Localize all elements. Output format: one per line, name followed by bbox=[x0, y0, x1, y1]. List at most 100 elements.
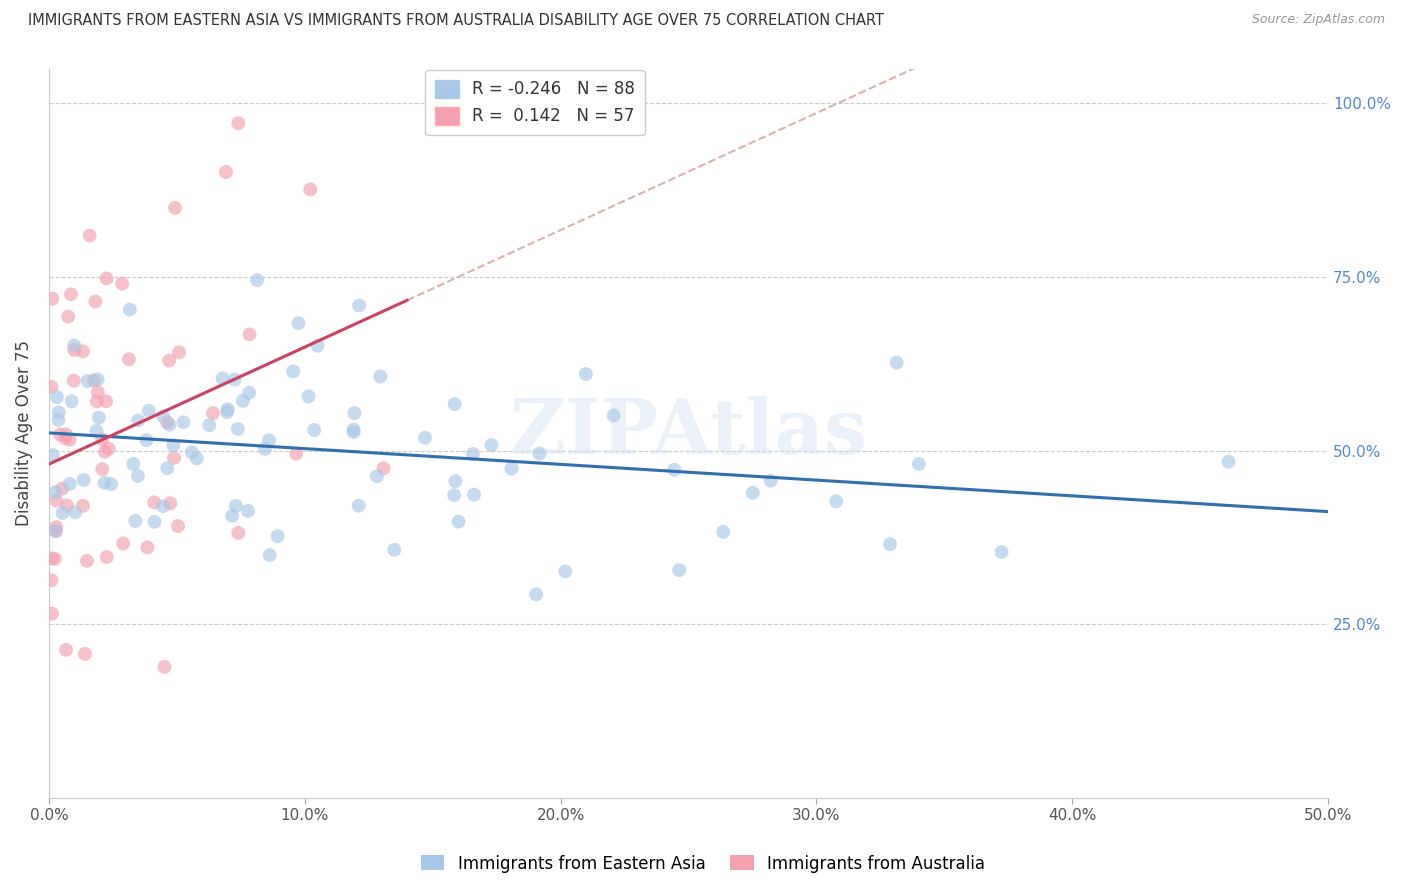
Point bbox=[668, 563, 690, 577]
Point bbox=[226, 422, 249, 436]
Point bbox=[157, 353, 180, 368]
Point bbox=[62, 374, 84, 388]
Point bbox=[575, 367, 598, 381]
Point bbox=[373, 461, 395, 475]
Point bbox=[51, 482, 73, 496]
Point bbox=[51, 506, 73, 520]
Point bbox=[118, 352, 141, 367]
Point bbox=[201, 406, 224, 420]
Point bbox=[285, 447, 308, 461]
Point bbox=[529, 446, 551, 460]
Point bbox=[554, 565, 576, 579]
Point bbox=[186, 451, 208, 466]
Point bbox=[307, 339, 329, 353]
Point bbox=[91, 433, 114, 447]
Point bbox=[55, 427, 77, 442]
Point bbox=[87, 410, 110, 425]
Point bbox=[136, 541, 159, 555]
Legend: Immigrants from Eastern Asia, Immigrants from Australia: Immigrants from Eastern Asia, Immigrants… bbox=[415, 848, 991, 880]
Point bbox=[461, 447, 484, 461]
Point bbox=[44, 552, 66, 566]
Point bbox=[96, 549, 118, 564]
Point bbox=[59, 477, 82, 491]
Point bbox=[232, 393, 254, 408]
Y-axis label: Disability Age Over 75: Disability Age Over 75 bbox=[15, 340, 32, 526]
Point bbox=[259, 548, 281, 562]
Point bbox=[162, 438, 184, 452]
Point bbox=[1218, 455, 1240, 469]
Text: ZIPAtlas: ZIPAtlas bbox=[509, 396, 868, 470]
Point bbox=[53, 431, 76, 445]
Point bbox=[44, 524, 66, 538]
Point bbox=[97, 442, 120, 456]
Point bbox=[238, 385, 260, 400]
Point bbox=[908, 457, 931, 471]
Point bbox=[56, 499, 79, 513]
Point bbox=[413, 431, 436, 445]
Point bbox=[49, 427, 72, 442]
Point bbox=[342, 423, 364, 437]
Point bbox=[343, 406, 366, 420]
Point bbox=[211, 371, 233, 385]
Point bbox=[287, 316, 309, 330]
Point bbox=[100, 477, 122, 491]
Point bbox=[93, 475, 115, 490]
Point bbox=[73, 473, 96, 487]
Point bbox=[368, 369, 391, 384]
Legend: R = -0.246   N = 88, R =  0.142   N = 57: R = -0.246 N = 88, R = 0.142 N = 57 bbox=[425, 70, 645, 136]
Point bbox=[86, 394, 108, 409]
Point bbox=[447, 515, 470, 529]
Point bbox=[41, 551, 63, 566]
Point bbox=[347, 499, 370, 513]
Point bbox=[112, 536, 135, 550]
Point bbox=[524, 587, 547, 601]
Point bbox=[664, 463, 686, 477]
Point bbox=[153, 660, 176, 674]
Point bbox=[443, 397, 465, 411]
Point bbox=[86, 372, 108, 386]
Point bbox=[91, 462, 114, 476]
Point bbox=[463, 488, 485, 502]
Point bbox=[741, 485, 763, 500]
Point bbox=[41, 574, 63, 588]
Point bbox=[63, 338, 86, 352]
Point bbox=[299, 182, 322, 196]
Point bbox=[236, 504, 259, 518]
Text: IMMIGRANTS FROM EASTERN ASIA VS IMMIGRANTS FROM AUSTRALIA DISABILITY AGE OVER 75: IMMIGRANTS FROM EASTERN ASIA VS IMMIGRAN… bbox=[28, 13, 884, 29]
Point bbox=[382, 542, 405, 557]
Point bbox=[198, 418, 221, 433]
Point bbox=[73, 647, 96, 661]
Point bbox=[111, 277, 134, 291]
Point bbox=[366, 469, 388, 483]
Point bbox=[96, 271, 118, 285]
Point bbox=[167, 519, 190, 533]
Point bbox=[501, 461, 523, 475]
Point bbox=[173, 415, 195, 429]
Point bbox=[444, 474, 467, 488]
Point bbox=[86, 424, 108, 438]
Point bbox=[127, 413, 149, 427]
Point bbox=[45, 390, 67, 404]
Point bbox=[304, 423, 326, 437]
Point bbox=[127, 469, 149, 483]
Point bbox=[72, 344, 94, 359]
Point bbox=[602, 409, 624, 423]
Point bbox=[167, 345, 190, 359]
Point bbox=[228, 525, 250, 540]
Point bbox=[87, 385, 110, 400]
Point bbox=[159, 496, 181, 510]
Point bbox=[152, 409, 174, 424]
Point bbox=[55, 643, 77, 657]
Point bbox=[886, 356, 908, 370]
Point bbox=[76, 554, 98, 568]
Point bbox=[72, 499, 94, 513]
Point bbox=[79, 228, 101, 243]
Point bbox=[217, 405, 239, 419]
Point bbox=[257, 434, 280, 448]
Point bbox=[156, 461, 179, 475]
Point bbox=[143, 515, 166, 529]
Point bbox=[56, 310, 79, 324]
Point bbox=[224, 373, 246, 387]
Point bbox=[41, 380, 63, 394]
Point bbox=[76, 374, 98, 388]
